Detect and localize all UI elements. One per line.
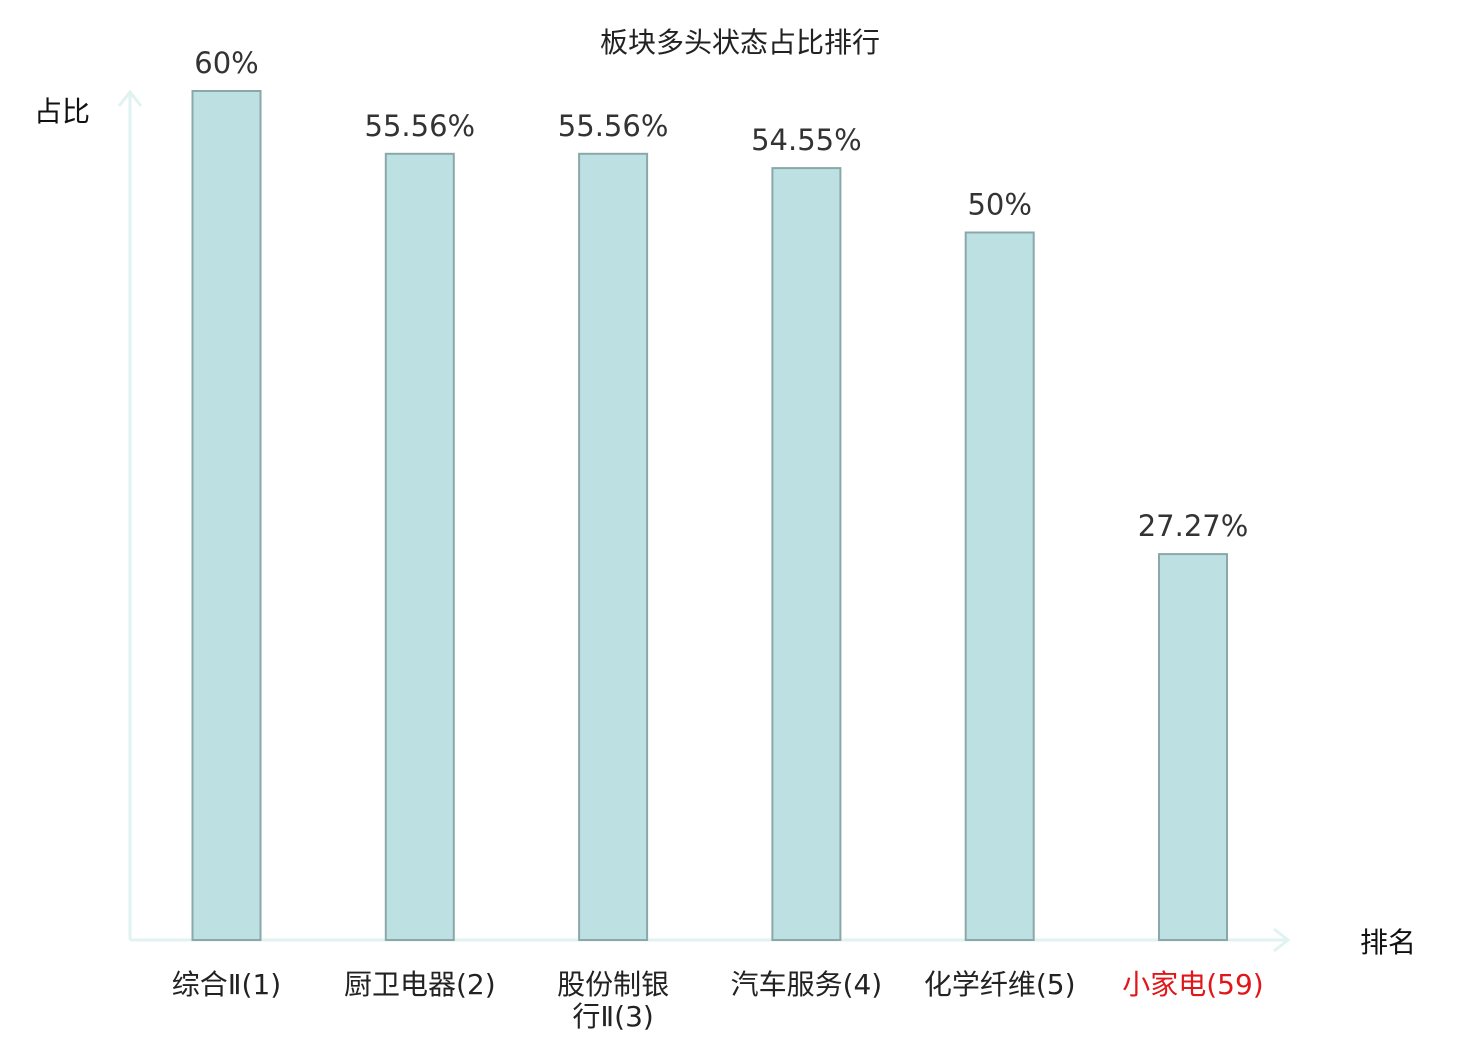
bar-3: [771, 167, 842, 942]
bars-group: [191, 90, 1228, 942]
chart-title: 板块多头状态占比排行: [600, 26, 880, 59]
value-label-2: 55.56%: [558, 109, 669, 143]
x-axis-label: 排名: [1360, 926, 1416, 959]
value-label-5: 27.27%: [1138, 509, 1249, 543]
category-label-0: 综合Ⅱ(1): [172, 968, 281, 1001]
y-axis-label: 占比: [34, 95, 90, 128]
value-labels-group: 60% 55.56% 55.56% 54.55% 50% 27.27%: [194, 46, 1248, 543]
category-label-5: 小家电(59): [1122, 968, 1263, 1001]
bar-0: [191, 90, 262, 941]
bar-5: [1158, 553, 1228, 941]
bar-2: [578, 152, 649, 942]
category-label-3: 汽车服务(4): [731, 968, 883, 1001]
y-axis-arrow: [117, 89, 143, 107]
bar-4: [964, 231, 1035, 941]
category-label-2-line-0: 股份制银: [557, 968, 669, 1001]
value-label-0: 60%: [194, 46, 258, 80]
category-label-2-line-1: 行Ⅱ(3): [572, 1000, 653, 1033]
value-label-1: 55.56%: [365, 109, 476, 143]
bar-1: [384, 152, 455, 942]
category-label-4: 化学纤维(5): [924, 968, 1076, 1001]
value-label-4: 50%: [967, 188, 1031, 222]
category-label-1: 厨卫电器(2): [344, 968, 496, 1001]
value-label-3: 54.55%: [751, 123, 862, 157]
x-axis-arrow: [1273, 927, 1291, 953]
